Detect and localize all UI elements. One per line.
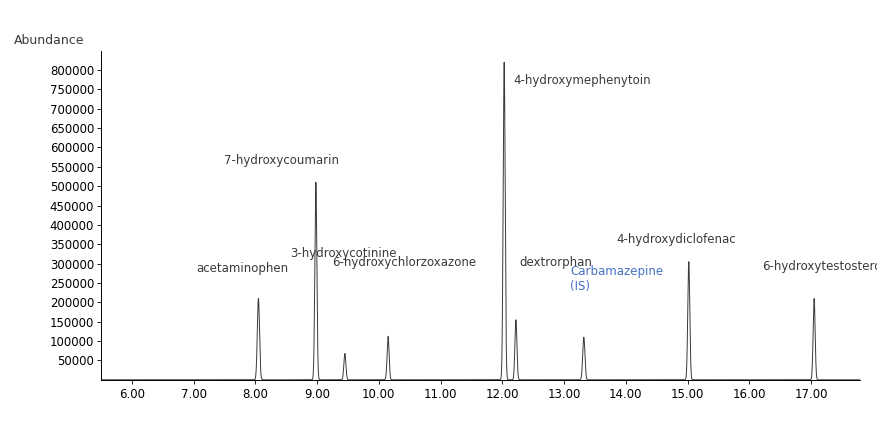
Text: Abundance: Abundance — [14, 34, 84, 47]
Text: 4-hydroxymephenytoin: 4-hydroxymephenytoin — [513, 74, 651, 87]
Text: Carbamazepine
(IS): Carbamazepine (IS) — [569, 265, 663, 293]
Text: 4-hydroxydiclofenac: 4-hydroxydiclofenac — [616, 233, 735, 246]
Text: 3-hydroxycotinine: 3-hydroxycotinine — [290, 247, 396, 260]
Text: 6-hydroxytestosterone: 6-hydroxytestosterone — [760, 260, 877, 273]
Text: 7-hydroxycoumarin: 7-hydroxycoumarin — [225, 154, 339, 167]
Text: 6-hydroxychlorzoxazone: 6-hydroxychlorzoxazone — [332, 257, 476, 269]
Text: acetaminophen: acetaminophen — [196, 262, 289, 275]
Text: dextrorphan: dextrorphan — [519, 257, 592, 269]
